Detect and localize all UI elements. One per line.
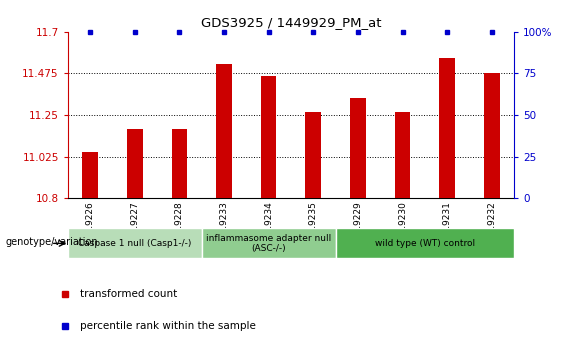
Bar (261, 76, 276, 198)
Bar (216, 64, 232, 198)
Bar (127, 129, 142, 198)
Bar (484, 74, 499, 198)
Bar (202, 228, 336, 258)
Text: transformed count: transformed count (80, 289, 177, 299)
Text: wild type (WT) control: wild type (WT) control (375, 239, 475, 248)
Text: genotype/variation: genotype/variation (6, 237, 98, 247)
Bar (336, 228, 514, 258)
Bar (395, 112, 410, 198)
Text: Caspase 1 null (Casp1-/-): Caspase 1 null (Casp1-/-) (78, 239, 192, 248)
Bar (82, 152, 98, 198)
Bar (306, 112, 321, 198)
Bar (350, 98, 366, 198)
Title: GDS3925 / 1449929_PM_at: GDS3925 / 1449929_PM_at (201, 16, 381, 29)
Text: percentile rank within the sample: percentile rank within the sample (80, 321, 256, 331)
Bar (172, 129, 187, 198)
Bar (440, 58, 455, 198)
Bar (68, 228, 202, 258)
Text: inflammasome adapter null
(ASC-/-): inflammasome adapter null (ASC-/-) (206, 234, 331, 253)
